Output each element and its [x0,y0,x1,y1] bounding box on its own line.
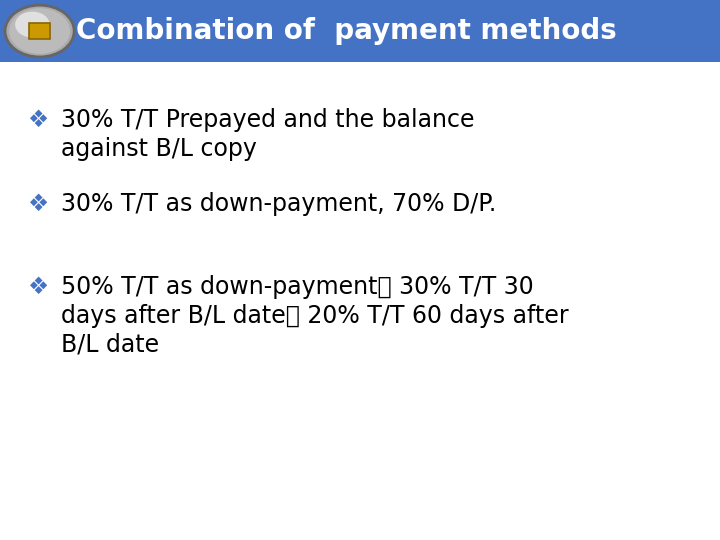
Text: 50% T/T as down-payment， 30% T/T 30
days after B/L date， 20% T/T 60 days after
B: 50% T/T as down-payment， 30% T/T 30 days… [61,275,569,357]
Bar [30,23,50,39]
Text: ❖: ❖ [27,108,48,132]
Text: ❖: ❖ [27,275,48,299]
Text: ❖: ❖ [27,192,48,215]
Circle shape [5,5,74,57]
Text: 30% T/T Prepayed and the balance
against B/L copy: 30% T/T Prepayed and the balance against… [61,108,474,161]
Text: 30% T/T as down-payment, 70% D/P.: 30% T/T as down-payment, 70% D/P. [61,192,497,215]
FancyBboxPatch shape [0,0,720,62]
Circle shape [9,8,70,54]
Text: Combination of  payment methods: Combination of payment methods [76,17,616,45]
Circle shape [15,11,50,37]
